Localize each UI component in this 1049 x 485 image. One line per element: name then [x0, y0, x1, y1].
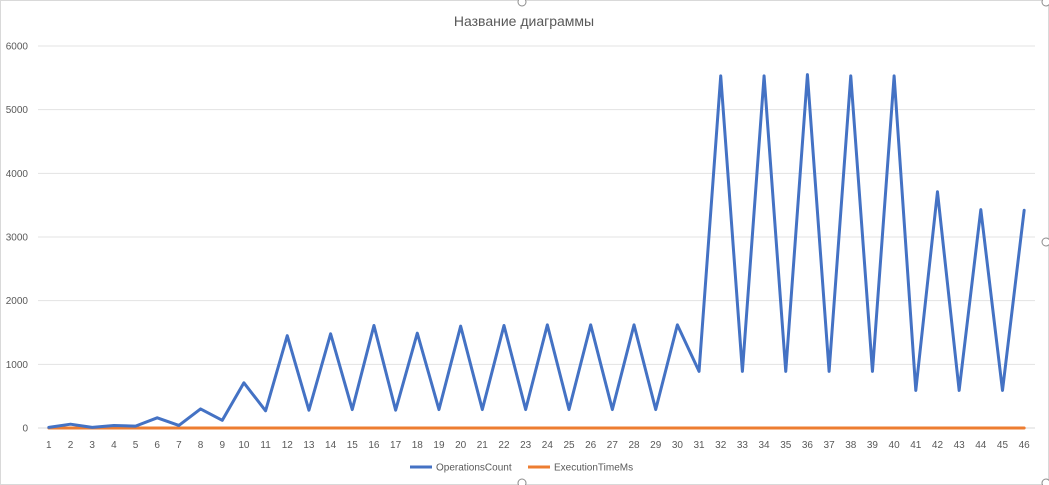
resize-handle-bottom-right[interactable]	[1041, 478, 1049, 485]
x-tick-label: 25	[563, 440, 575, 451]
plot-series[interactable]	[47, 73, 1026, 430]
x-tick-label: 24	[542, 440, 554, 451]
x-tick-label: 35	[780, 440, 792, 451]
x-tick-label: 39	[867, 440, 879, 451]
x-tick-label: 43	[954, 440, 966, 451]
x-tick-label: 17	[390, 440, 402, 451]
x-tick-label: 22	[498, 440, 510, 451]
y-tick-label: 1000	[6, 360, 29, 371]
y-axis-ticks: 0 1000 2000 3000 4000 5000 6000	[6, 42, 29, 435]
legend-label: OperationsCount	[436, 463, 512, 474]
x-tick-label: 7	[176, 440, 182, 451]
x-tick-label: 14	[325, 440, 337, 451]
x-tick-label: 31	[693, 440, 705, 451]
x-tick-label: 3	[89, 440, 95, 451]
x-tick-label: 16	[368, 440, 380, 451]
x-tick-label: 30	[672, 440, 684, 451]
chart-title[interactable]: Название диаграммы	[454, 13, 594, 29]
x-tick-label: 37	[824, 440, 836, 451]
gridlines	[38, 45, 1035, 429]
x-tick-label: 45	[997, 440, 1009, 451]
x-tick-label: 12	[282, 440, 294, 451]
x-tick-label: 5	[133, 440, 139, 451]
x-tick-label: 15	[347, 440, 359, 451]
resize-handle-bottom[interactable]	[517, 478, 527, 485]
resize-handle-right[interactable]	[1041, 237, 1049, 247]
x-tick-label: 21	[477, 440, 489, 451]
resize-handle-top-right[interactable]	[1041, 0, 1049, 7]
x-tick-label: 33	[737, 440, 749, 451]
x-tick-label: 2	[68, 440, 74, 451]
x-tick-label: 26	[585, 440, 597, 451]
x-tick-label: 28	[628, 440, 640, 451]
x-tick-label: 40	[889, 440, 901, 451]
legend-item-executiontimems[interactable]: ExecutionTimeMs	[528, 463, 633, 474]
x-tick-label: 10	[238, 440, 250, 451]
x-tick-label: 9	[219, 440, 225, 451]
x-tick-label: 32	[715, 440, 727, 451]
x-tick-label: 6	[154, 440, 160, 451]
x-tick-label: 1	[46, 440, 52, 451]
series-line-operationscount[interactable]	[47, 73, 1026, 429]
x-tick-label: 41	[910, 440, 922, 451]
legend-item-operationscount[interactable]: OperationsCount	[410, 463, 512, 474]
y-tick-label: 6000	[6, 42, 29, 53]
y-tick-label: 3000	[6, 233, 29, 244]
x-tick-label: 4	[111, 440, 117, 451]
x-tick-label: 23	[520, 440, 532, 451]
x-tick-label: 27	[607, 440, 619, 451]
resize-handle-top[interactable]	[517, 0, 527, 7]
x-tick-label: 29	[650, 440, 662, 451]
y-tick-label: 0	[22, 424, 28, 435]
x-tick-label: 34	[759, 440, 771, 451]
x-tick-label: 11	[260, 440, 271, 451]
x-tick-label: 46	[1019, 440, 1031, 451]
x-tick-label: 13	[303, 440, 315, 451]
x-tick-label: 8	[198, 440, 204, 451]
y-tick-label: 4000	[6, 169, 29, 180]
x-axis-ticks: 1 2 3 4 5 6 7 8 9 10 11 12 13 14 15 16 17 18 19 20 21 22 23 24 2…	[46, 440, 1030, 451]
y-tick-label: 5000	[6, 105, 29, 116]
x-tick-label: 20	[455, 440, 467, 451]
x-tick-label: 36	[802, 440, 814, 451]
x-tick-label: 42	[932, 440, 944, 451]
x-tick-label: 38	[845, 440, 857, 451]
x-tick-label: 44	[975, 440, 987, 451]
legend-label: ExecutionTimeMs	[554, 463, 633, 474]
y-tick-label: 2000	[6, 296, 29, 307]
x-tick-label: 19	[433, 440, 445, 451]
x-tick-label: 18	[412, 440, 424, 451]
legend[interactable]: OperationsCount ExecutionTimeMs	[410, 463, 633, 474]
